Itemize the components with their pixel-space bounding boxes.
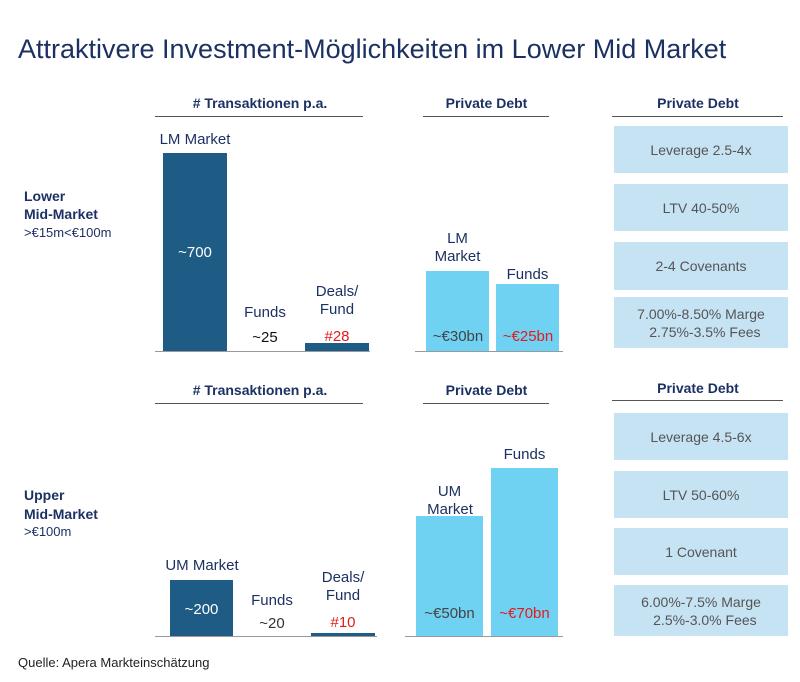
source-note: Quelle: Apera Markteinschätzung [18,655,210,670]
baseline [155,351,370,352]
bar-label: Funds [244,304,286,321]
segment-name: Upper [24,487,65,503]
bar-label: Deals/ [321,569,365,586]
term-box: 1 Covenant [614,528,788,575]
bar-value: ~€25bn [502,328,554,345]
bar-deals-per-fund [311,633,375,636]
segment-range: >€15m<€100m [24,225,112,240]
baseline [405,636,563,637]
bar-label: Deals/ [315,283,359,300]
bar-um-market [170,580,233,636]
bar-label: Funds [503,446,546,463]
terms-header: Private Debt [657,95,739,111]
baseline [155,636,377,637]
term-box: 2-4 Covenants [614,242,788,290]
page-title: Attraktivere Investment-Möglichkeiten im… [18,34,727,64]
bar-label: LM [447,230,468,247]
bar-label: UM [437,483,462,500]
header-underline [155,116,363,117]
bar-value: ~200 [184,601,219,618]
header-underline [612,400,783,401]
bar-label: UM Market [165,557,239,574]
bar-funds-debt [491,468,558,636]
private-debt-header: Private Debt [445,95,528,111]
private-debt-header: Private Debt [445,382,528,398]
segment-name: Lower [24,188,66,204]
bar-value: ~25 [252,329,278,346]
bar-label: LM Market [159,131,231,148]
term-box: LTV 40-50% [614,184,788,231]
bar-label-2: Market [427,501,473,518]
bar-lm-market [163,152,227,351]
term-box: LTV 50-60% [614,471,788,518]
segment-name-2: Mid-Market [24,506,98,522]
baseline [415,351,563,352]
header-underline [423,403,549,404]
bar-label-2: Market [434,248,481,265]
bar-value: ~20 [259,615,285,632]
terms-header: Private Debt [657,380,739,396]
segment-name-2: Mid-Market [24,206,98,222]
term-box: Leverage 4.5-6x [614,413,788,460]
term-box: 6.00%-7.5% Marge 2.5%-3.0% Fees [614,585,788,636]
bar-label-2: Fund [325,587,361,604]
bar-um-market-debt [416,516,483,636]
transactions-header: # Transaktionen p.a. [192,382,328,398]
term-box: 7.00%-8.50% Marge 2.75%-3.5% Fees [614,297,788,348]
bar-funds-debt [496,284,559,351]
header-underline [612,116,783,117]
bar-value: ~700 [178,244,212,261]
segment-range: >€100m [24,524,72,539]
header-underline [423,116,549,117]
term-box: Leverage 2.5-4x [614,126,788,173]
bar-value: ~€70bn [499,605,550,622]
bar-deals-per-fund [305,343,369,351]
bar-label: Funds [506,266,549,283]
bar-label: Funds [251,592,293,609]
bar-value: #28 [324,328,350,345]
bar-value: ~€50bn [424,605,475,622]
bar-lm-market-debt [426,270,489,351]
transactions-header: # Transaktionen p.a. [192,95,328,111]
bar-label-2: Fund [319,301,355,318]
header-underline [155,403,363,404]
bar-value: #10 [330,614,356,631]
bar-value: ~€30bn [432,328,484,345]
